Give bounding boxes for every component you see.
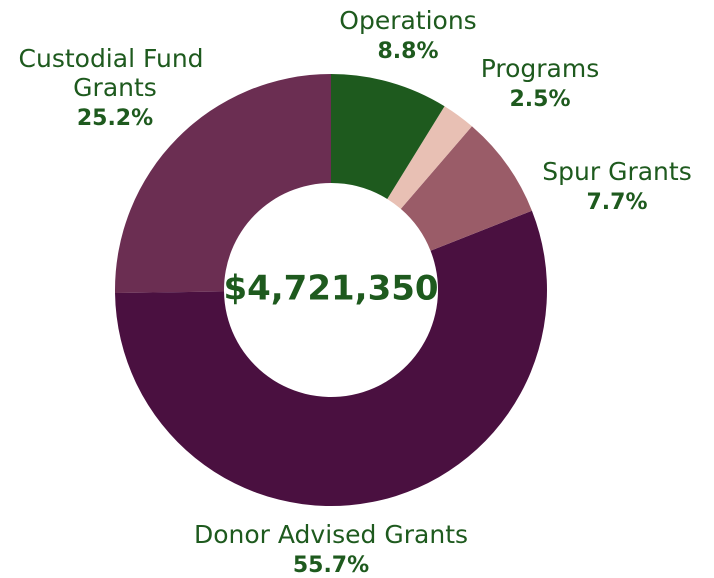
donut-slice [400, 126, 532, 251]
slice-label: Donor Advised Grants [194, 520, 468, 549]
donut-slice [115, 74, 331, 294]
slice-value-label: 25.2% [77, 106, 153, 131]
center-label: $4,721,350 [223, 269, 438, 309]
slice-label: Programs [481, 54, 600, 83]
slice-label: Spur Grants [542, 157, 691, 186]
slice-value-label: 2.5% [509, 87, 570, 112]
donut-slice [387, 106, 472, 209]
slice-label: Custodial Fund Grants [19, 44, 212, 102]
donut-slice [115, 210, 547, 507]
slice-label: Operations [339, 6, 476, 35]
slice-value-label: 8.8% [377, 39, 438, 64]
donut-slice [331, 74, 445, 199]
slice-value-label: 55.7% [293, 553, 369, 578]
slice-value-label: 7.7% [586, 190, 647, 215]
